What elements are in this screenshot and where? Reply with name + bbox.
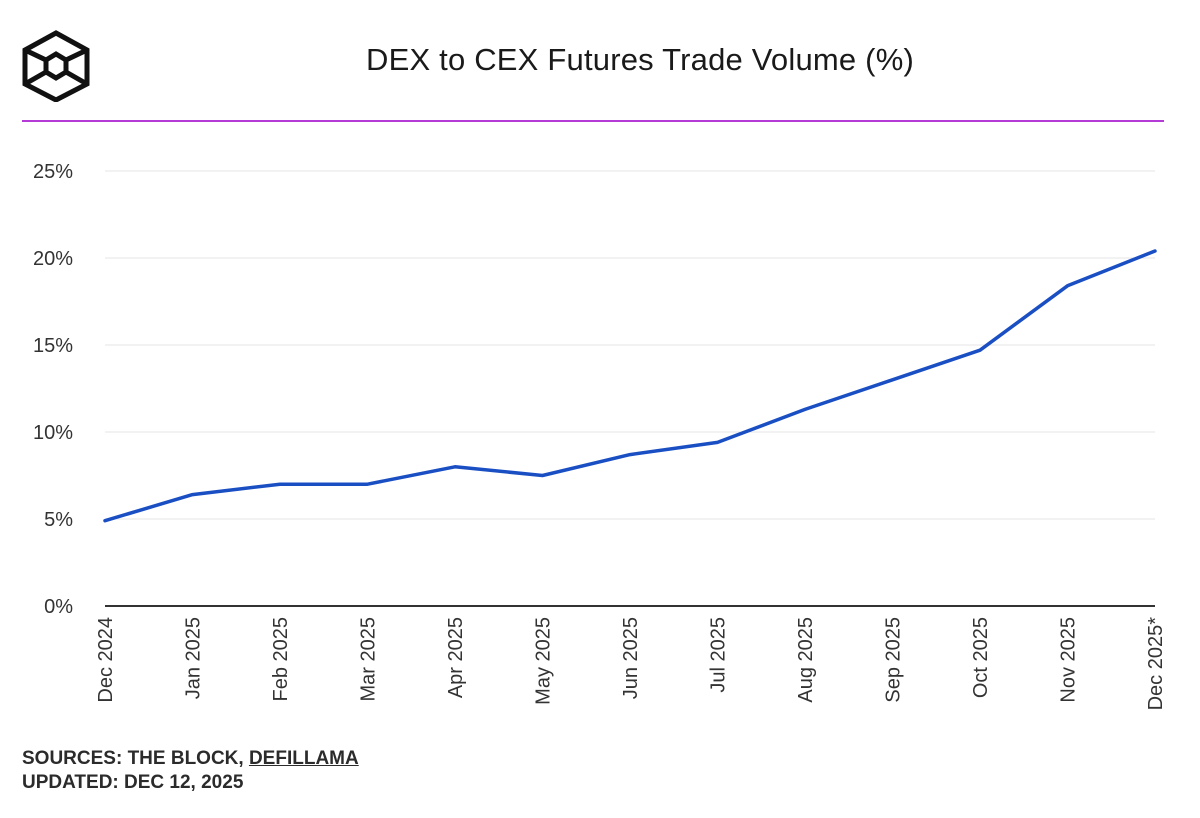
x-tick-label: Nov 2025 bbox=[1058, 617, 1080, 703]
x-tick-label: Dec 2024 bbox=[95, 617, 117, 703]
y-tick-label: 15% bbox=[33, 335, 73, 357]
y-tick-label: 10% bbox=[33, 422, 73, 444]
y-tick-label: 5% bbox=[44, 509, 73, 531]
updated-line: UPDATED: DEC 12, 2025 bbox=[22, 772, 244, 793]
series-line bbox=[103, 249, 1157, 523]
x-tick-label: Jun 2025 bbox=[620, 617, 642, 699]
line-chart: 0% 5% 10% 15% 20% 25% Dec 2024 Jan 2025 Feb 202… bbox=[33, 161, 1167, 711]
x-tick-label: Mar 2025 bbox=[358, 617, 380, 702]
x-tick-label: Sep 2025 bbox=[883, 617, 905, 703]
x-axis-ticks: Dec 2024 Jan 2025 Feb 2025 Mar 2025 Apr 2025… bbox=[95, 617, 1167, 711]
x-tick-label: Jul 2025 bbox=[708, 617, 730, 693]
x-tick-label: Oct 2025 bbox=[970, 617, 992, 698]
sources-line: SOURCES: THE BLOCK, DEFILLAMA bbox=[22, 747, 359, 771]
x-tick-label: Apr 2025 bbox=[445, 617, 467, 698]
x-tick-label: Feb 2025 bbox=[270, 617, 292, 702]
series-lines bbox=[103, 249, 1157, 523]
y-tick-label: 20% bbox=[33, 248, 73, 270]
x-tick-label: Aug 2025 bbox=[795, 617, 817, 703]
y-tick-label: 25% bbox=[33, 161, 73, 183]
chart-title: DEX to CEX Futures Trade Volume (%) bbox=[366, 42, 914, 77]
defillama-source-link[interactable]: DEFILLAMA bbox=[248, 748, 359, 769]
gridlines bbox=[105, 170, 1155, 607]
the-block-cube-logo-icon bbox=[22, 30, 90, 102]
x-tick-label: Jan 2025 bbox=[183, 617, 205, 699]
header-divider bbox=[22, 120, 1164, 122]
x-tick-label: May 2025 bbox=[533, 617, 555, 705]
y-axis-ticks: 0% 5% 10% 15% 20% 25% bbox=[33, 161, 73, 618]
y-tick-label: 0% bbox=[44, 596, 73, 618]
x-tick-label: Dec 2025* bbox=[1145, 617, 1167, 711]
chart-footer: SOURCES: THE BLOCK, DEFILLAMA UPDATED: D… bbox=[22, 747, 359, 795]
sources-prefix: SOURCES: THE BLOCK, bbox=[22, 748, 249, 769]
